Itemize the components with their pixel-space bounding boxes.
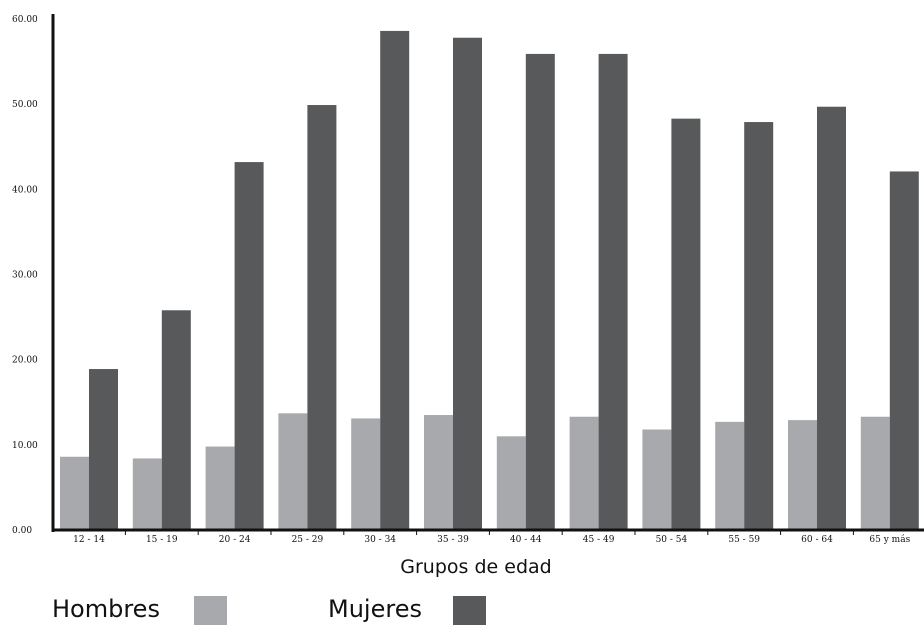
x-tick-label: 50 - 54 — [656, 535, 688, 545]
x-tick-label: 20 - 24 — [219, 535, 251, 545]
bar-mujeres-7 — [598, 53, 628, 530]
y-tick-label: 50.00 — [12, 100, 38, 110]
x-tick-labels: 12 - 14 15 - 19 20 - 24 25 - 29 30 - 34 35 - … — [73, 530, 911, 545]
y-tick-labels: 0.00 10.00 20.00 30.00 40.00 50.00 60.00 — [12, 15, 38, 536]
bar-hombres-6 — [496, 436, 526, 530]
y-tick-label: 40.00 — [12, 185, 38, 195]
bar-mujeres-8 — [671, 118, 701, 531]
legend: Hombres Mujeres — [0, 595, 924, 625]
bar-mujeres-4 — [380, 30, 410, 530]
bar-mujeres-6 — [525, 53, 555, 530]
x-tick-label: 25 - 29 — [292, 535, 324, 545]
y-tick-label: 0.00 — [12, 526, 32, 536]
bar-hombres-2 — [205, 446, 235, 530]
legend-label-hombres: Hombres — [52, 595, 160, 623]
x-tick-label: 35 - 39 — [437, 535, 469, 545]
bar-hombres-0 — [60, 456, 89, 530]
bar-hombres-1 — [132, 458, 162, 530]
bar-mujeres-10 — [817, 106, 846, 530]
bar-mujeres-1 — [161, 310, 191, 530]
bar-mujeres-2 — [234, 162, 264, 530]
x-tick-label: 45 - 49 — [583, 535, 615, 545]
bar-hombres-9 — [715, 421, 745, 530]
legend-swatch-mujeres — [453, 596, 486, 625]
bar-mujeres-0 — [89, 369, 118, 530]
x-axis-label: Grupos de edad — [400, 556, 551, 578]
bar-mujeres-9 — [744, 122, 774, 530]
bar-hombres-4 — [351, 418, 381, 530]
x-tick-label: 40 - 44 — [510, 535, 542, 545]
bar-hombres-7 — [569, 416, 599, 530]
bar-hombres-8 — [642, 429, 672, 530]
y-tick-label: 30.00 — [12, 271, 38, 281]
x-tick-label: 65 y más — [869, 534, 910, 545]
y-tick-label: 20.00 — [12, 356, 38, 366]
y-tick-label: 60.00 — [12, 15, 38, 25]
bar-hombres-10 — [788, 420, 817, 530]
bars-layer — [60, 30, 919, 531]
legend-label-mujeres: Mujeres — [328, 595, 422, 623]
x-tick-label: 60 - 64 — [801, 535, 833, 545]
bar-mujeres-11 — [889, 171, 919, 530]
legend-swatch-hombres — [194, 596, 227, 625]
x-tick-label: 12 - 14 — [73, 535, 105, 545]
bar-hombres-11 — [860, 416, 890, 530]
y-tick-label: 10.00 — [12, 441, 38, 451]
bar-hombres-5 — [424, 415, 453, 530]
bar-mujeres-5 — [453, 37, 482, 531]
x-tick-label: 55 - 59 — [728, 535, 760, 545]
x-tick-label: 30 - 34 — [364, 535, 396, 545]
bar-mujeres-3 — [307, 105, 337, 530]
x-tick-label: 15 - 19 — [146, 535, 178, 545]
bar-chart: 0.00 10.00 20.00 30.00 40.00 50.00 60.00 12 - … — [12, 14, 924, 578]
bar-hombres-3 — [278, 413, 308, 530]
